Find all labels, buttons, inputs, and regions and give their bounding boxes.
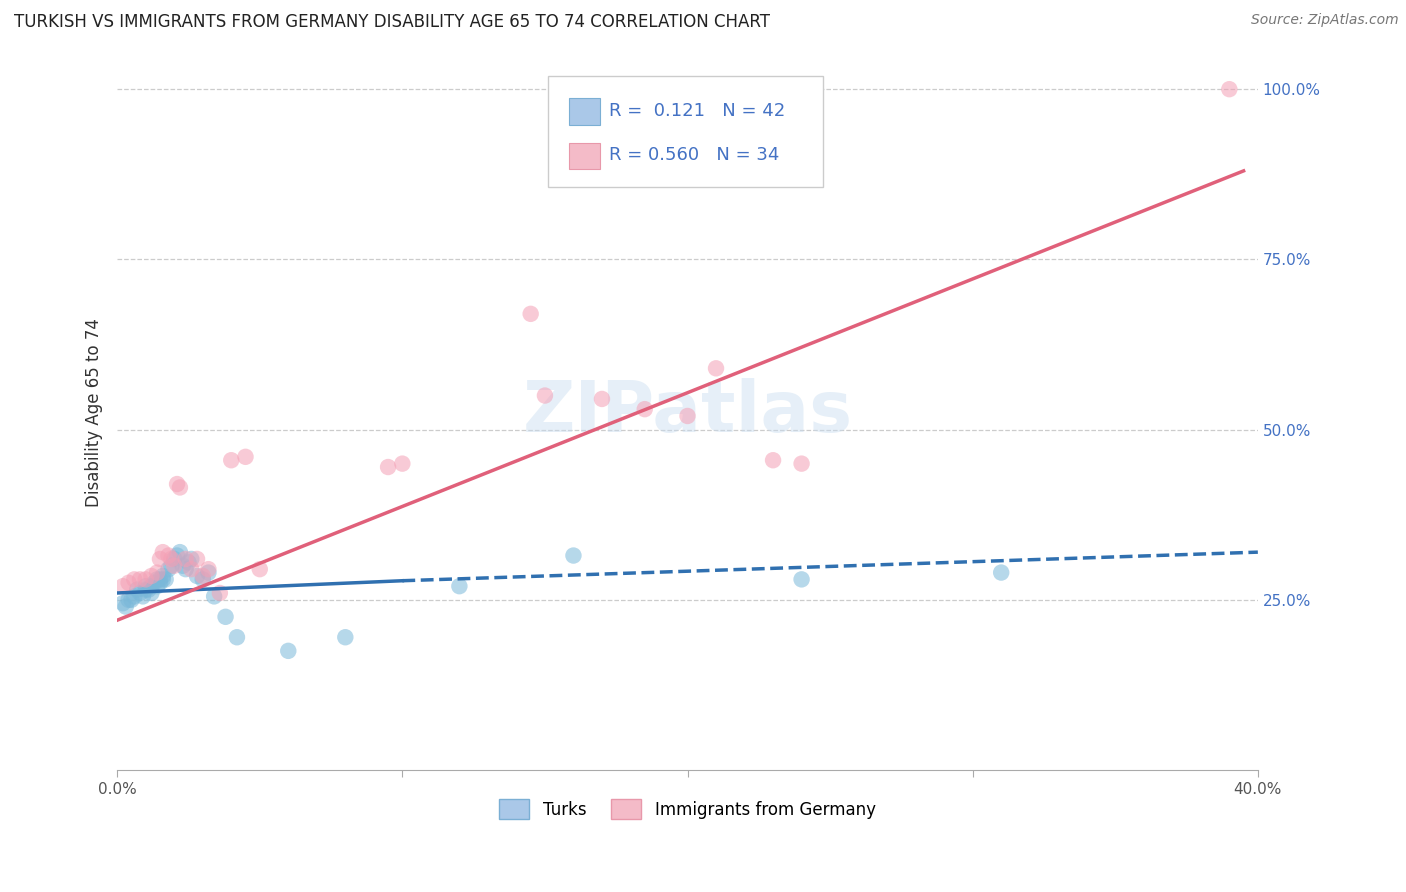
- Point: [166, 477, 188, 491]
- Point: [163, 552, 186, 566]
- Point: [1218, 82, 1240, 96]
- Point: [534, 388, 557, 402]
- Point: [172, 558, 194, 573]
- Point: [146, 566, 169, 580]
- Point: [169, 480, 191, 494]
- Point: [634, 402, 657, 417]
- Point: [132, 590, 155, 604]
- Text: R =  0.121   N = 42: R = 0.121 N = 42: [609, 102, 785, 120]
- Point: [174, 552, 197, 566]
- Point: [591, 392, 613, 406]
- Point: [117, 575, 139, 590]
- Point: [149, 552, 172, 566]
- Point: [141, 569, 163, 583]
- Point: [120, 592, 142, 607]
- Point: [135, 582, 157, 597]
- Point: [111, 596, 134, 610]
- Point: [202, 590, 225, 604]
- Point: [152, 545, 174, 559]
- Point: [146, 573, 169, 587]
- Point: [519, 307, 541, 321]
- Point: [155, 573, 177, 587]
- Point: [111, 579, 134, 593]
- Point: [157, 549, 180, 563]
- Point: [676, 409, 699, 423]
- Point: [141, 579, 163, 593]
- Point: [160, 558, 183, 573]
- Point: [135, 573, 157, 587]
- Point: [180, 562, 202, 576]
- Point: [226, 630, 249, 644]
- Point: [186, 552, 208, 566]
- Text: TURKISH VS IMMIGRANTS FROM GERMANY DISABILITY AGE 65 TO 74 CORRELATION CHART: TURKISH VS IMMIGRANTS FROM GERMANY DISAB…: [14, 13, 770, 31]
- Point: [146, 579, 169, 593]
- Point: [197, 562, 219, 576]
- Point: [166, 549, 188, 563]
- Point: [562, 549, 585, 563]
- Point: [149, 575, 172, 590]
- Y-axis label: Disability Age 65 to 74: Disability Age 65 to 74: [86, 318, 103, 507]
- Point: [197, 566, 219, 580]
- Point: [174, 562, 197, 576]
- Text: ZIPatlas: ZIPatlas: [523, 378, 852, 447]
- Point: [377, 460, 399, 475]
- Text: R = 0.560   N = 34: R = 0.560 N = 34: [609, 146, 779, 164]
- Point: [124, 573, 146, 587]
- Point: [135, 579, 157, 593]
- Point: [219, 453, 242, 467]
- Point: [235, 450, 257, 464]
- Point: [208, 586, 231, 600]
- Point: [391, 457, 413, 471]
- Text: Source: ZipAtlas.com: Source: ZipAtlas.com: [1251, 13, 1399, 28]
- Point: [157, 562, 180, 576]
- Point: [990, 566, 1012, 580]
- Point: [180, 552, 202, 566]
- Point: [790, 457, 813, 471]
- Legend: Turks, Immigrants from Germany: Turks, Immigrants from Germany: [492, 792, 883, 826]
- Point: [114, 599, 136, 614]
- Point: [143, 575, 166, 590]
- Point: [160, 552, 183, 566]
- Point: [191, 569, 214, 583]
- Point: [214, 609, 236, 624]
- Point: [449, 579, 471, 593]
- Point: [704, 361, 727, 376]
- Point: [277, 644, 299, 658]
- Point: [191, 573, 214, 587]
- Point: [138, 582, 160, 597]
- Point: [152, 573, 174, 587]
- Point: [152, 569, 174, 583]
- Point: [124, 590, 146, 604]
- Point: [127, 582, 149, 597]
- Point: [149, 573, 172, 587]
- Point: [163, 558, 186, 573]
- Point: [790, 573, 813, 587]
- Point: [762, 453, 785, 467]
- Point: [249, 562, 271, 576]
- Point: [186, 569, 208, 583]
- Point: [129, 573, 152, 587]
- Point: [169, 545, 191, 559]
- Point: [335, 630, 357, 644]
- Point: [117, 592, 139, 607]
- Point: [129, 586, 152, 600]
- Point: [177, 555, 200, 569]
- Point: [141, 586, 163, 600]
